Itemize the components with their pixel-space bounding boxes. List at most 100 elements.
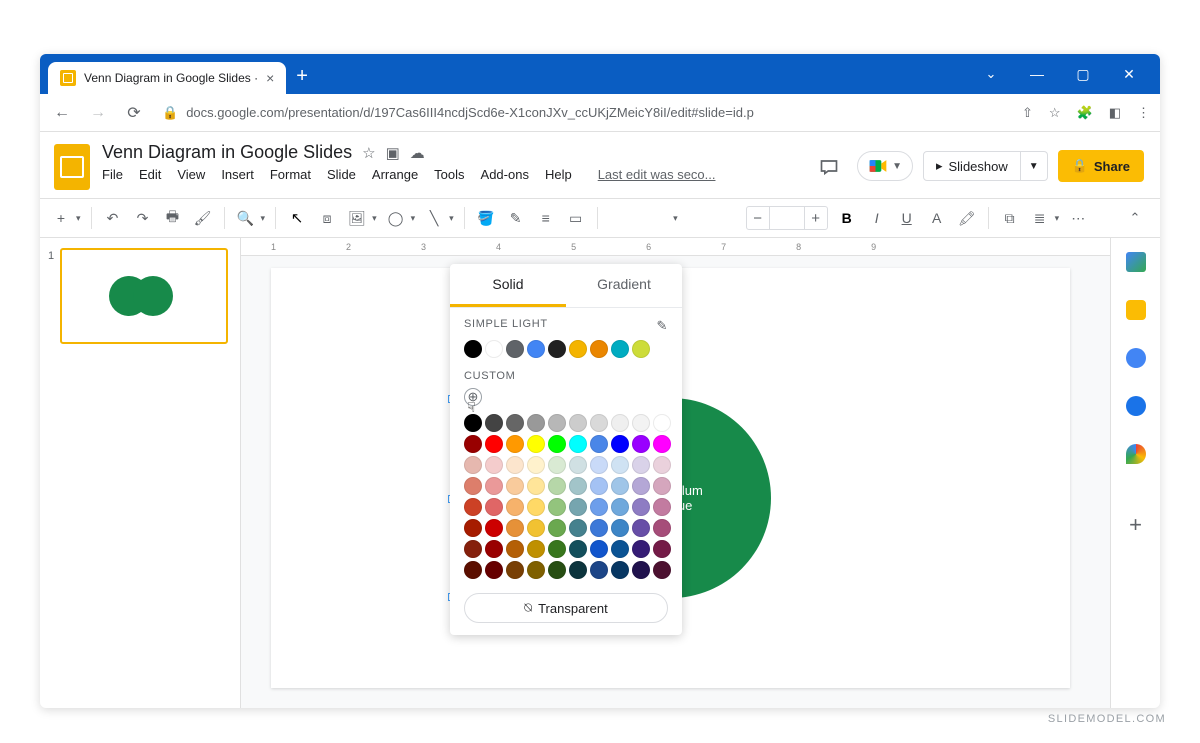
color-swatch[interactable] <box>548 561 566 579</box>
color-swatch[interactable] <box>506 414 524 432</box>
theme-swatch[interactable] <box>569 340 587 358</box>
color-swatch[interactable] <box>485 519 503 537</box>
transparent-button[interactable]: ⍉ Transparent <box>464 593 668 623</box>
color-swatch[interactable] <box>569 435 587 453</box>
color-swatch[interactable] <box>569 498 587 516</box>
zoom-button[interactable]: 🔍 <box>235 207 257 229</box>
color-swatch[interactable] <box>464 498 482 516</box>
color-swatch[interactable] <box>485 414 503 432</box>
menu-help[interactable]: Help <box>545 167 572 182</box>
print-button[interactable]: 🖶 <box>162 207 184 229</box>
font-size-value[interactable] <box>769 207 805 229</box>
bold-button[interactable]: B <box>836 207 858 229</box>
tab-overflow-icon[interactable]: ⌄ <box>968 54 1014 94</box>
cloud-status-icon[interactable]: ☁ <box>410 144 425 162</box>
font-size-increase[interactable]: + <box>805 207 827 229</box>
color-swatch[interactable] <box>464 414 482 432</box>
doc-title[interactable]: Venn Diagram in Google Slides <box>102 142 352 163</box>
color-swatch[interactable] <box>590 456 608 474</box>
theme-swatch[interactable] <box>464 340 482 358</box>
color-swatch[interactable] <box>611 456 629 474</box>
color-swatch[interactable] <box>464 456 482 474</box>
color-swatch[interactable] <box>485 561 503 579</box>
color-swatch[interactable] <box>527 498 545 516</box>
account-icon[interactable]: ◧ <box>1109 105 1121 121</box>
menu-file[interactable]: File <box>102 167 123 182</box>
select-tool[interactable]: ↖ <box>286 207 308 229</box>
meet-button[interactable]: ▼ <box>857 151 913 181</box>
theme-swatch[interactable] <box>506 340 524 358</box>
window-minimize-icon[interactable]: — <box>1014 54 1060 94</box>
color-swatch[interactable] <box>464 519 482 537</box>
color-swatch[interactable] <box>527 519 545 537</box>
menu-insert[interactable]: Insert <box>221 167 254 182</box>
color-swatch[interactable] <box>611 498 629 516</box>
border-weight-button[interactable]: ≡ <box>535 207 557 229</box>
text-color-button[interactable]: A <box>926 207 948 229</box>
color-swatch[interactable] <box>464 477 482 495</box>
color-swatch[interactable] <box>464 540 482 558</box>
color-swatch[interactable] <box>653 540 671 558</box>
slide-thumbnail[interactable] <box>60 248 228 344</box>
slideshow-menu-button[interactable]: ▼ <box>1021 151 1048 181</box>
redo-button[interactable]: ↷ <box>132 207 154 229</box>
underline-button[interactable]: U <box>896 207 918 229</box>
nav-back-icon[interactable]: ← <box>50 101 74 125</box>
font-select[interactable]: ▾ <box>608 207 678 229</box>
slideshow-button[interactable]: ▸ Slideshow <box>923 151 1021 181</box>
menu-slide[interactable]: Slide <box>327 167 356 182</box>
color-swatch[interactable] <box>569 519 587 537</box>
bookmark-star-icon[interactable]: ☆ <box>1049 105 1061 121</box>
color-swatch[interactable] <box>611 477 629 495</box>
browser-menu-icon[interactable]: ⋮ <box>1137 105 1150 121</box>
more-tools-button[interactable]: ⋯ <box>1067 207 1089 229</box>
color-swatch[interactable] <box>506 498 524 516</box>
color-swatch[interactable] <box>653 477 671 495</box>
contacts-addon-icon[interactable] <box>1126 396 1146 416</box>
highlight-button[interactable]: 🖍 <box>956 207 978 229</box>
menu-edit[interactable]: Edit <box>139 167 161 182</box>
color-swatch[interactable] <box>569 561 587 579</box>
color-swatch[interactable] <box>653 456 671 474</box>
color-swatch[interactable] <box>632 519 650 537</box>
last-edit-link[interactable]: Last edit was seco... <box>598 167 716 182</box>
color-swatch[interactable] <box>527 477 545 495</box>
menu-addons[interactable]: Add-ons <box>481 167 529 182</box>
image-tool[interactable]: 🖼 <box>346 207 368 229</box>
color-swatch[interactable] <box>632 477 650 495</box>
color-swatch[interactable] <box>611 540 629 558</box>
collapse-toolbar-icon[interactable]: ⌃ <box>1120 203 1150 233</box>
color-swatch[interactable] <box>506 540 524 558</box>
border-color-button[interactable]: ✎ <box>505 207 527 229</box>
color-swatch[interactable] <box>464 561 482 579</box>
color-swatch[interactable] <box>590 540 608 558</box>
color-swatch[interactable] <box>548 498 566 516</box>
edit-theme-icon[interactable]: ✎ <box>656 318 668 334</box>
extensions-icon[interactable]: 🧩 <box>1077 105 1093 121</box>
color-swatch[interactable] <box>485 540 503 558</box>
color-swatch[interactable] <box>548 435 566 453</box>
color-swatch[interactable] <box>611 519 629 537</box>
theme-swatch[interactable] <box>485 340 503 358</box>
color-swatch[interactable] <box>485 456 503 474</box>
color-swatch[interactable] <box>590 519 608 537</box>
browser-tab[interactable]: Venn Diagram in Google Slides · × <box>48 62 286 94</box>
new-tab-button[interactable]: + <box>286 65 318 94</box>
color-swatch[interactable] <box>653 498 671 516</box>
color-swatch[interactable] <box>569 477 587 495</box>
menu-arrange[interactable]: Arrange <box>372 167 418 182</box>
menu-view[interactable]: View <box>177 167 205 182</box>
align-button[interactable]: ≣ <box>1029 207 1051 229</box>
color-swatch[interactable] <box>611 561 629 579</box>
color-swatch[interactable] <box>611 435 629 453</box>
color-swatch[interactable] <box>527 435 545 453</box>
theme-swatch[interactable] <box>632 340 650 358</box>
insert-link-button[interactable]: ⧉ <box>999 207 1021 229</box>
maps-addon-icon[interactable] <box>1126 444 1146 464</box>
slides-logo-icon[interactable] <box>54 144 90 190</box>
color-swatch[interactable] <box>527 561 545 579</box>
color-swatch[interactable] <box>632 435 650 453</box>
color-swatch[interactable] <box>632 561 650 579</box>
paint-format-button[interactable]: 🖌 <box>192 207 214 229</box>
theme-swatch[interactable] <box>527 340 545 358</box>
